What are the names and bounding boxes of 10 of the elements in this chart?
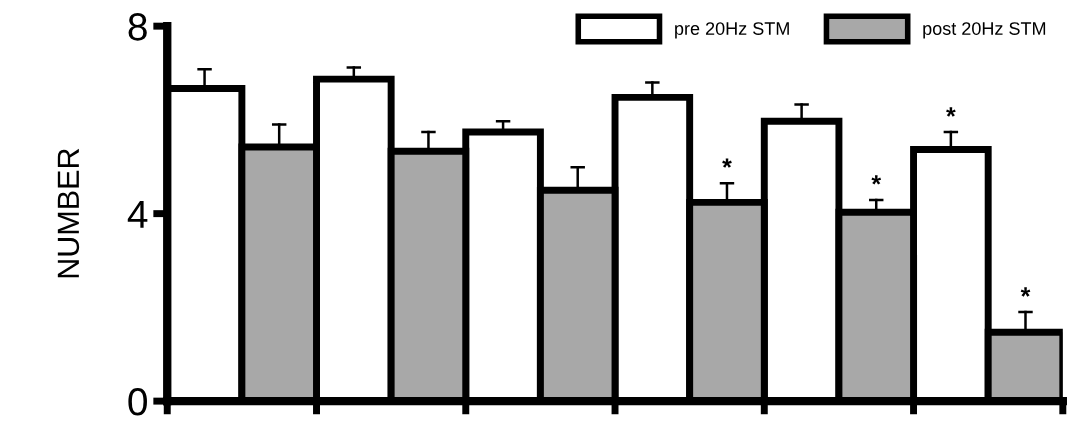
y-tick-label: 8 <box>128 13 147 41</box>
y-axis-title: NUMBER <box>57 148 80 278</box>
data-label: * <box>1020 287 1031 297</box>
y-tick-label: 0 <box>128 388 147 416</box>
data-label: * <box>722 158 732 168</box>
legend-label: post 20Hz STM <box>923 22 1046 39</box>
legend-label: pre 20Hz STM <box>675 22 789 39</box>
y-tick-label: 4 <box>127 200 148 228</box>
data-label: * <box>871 175 882 185</box>
data-label: * <box>946 107 956 117</box>
